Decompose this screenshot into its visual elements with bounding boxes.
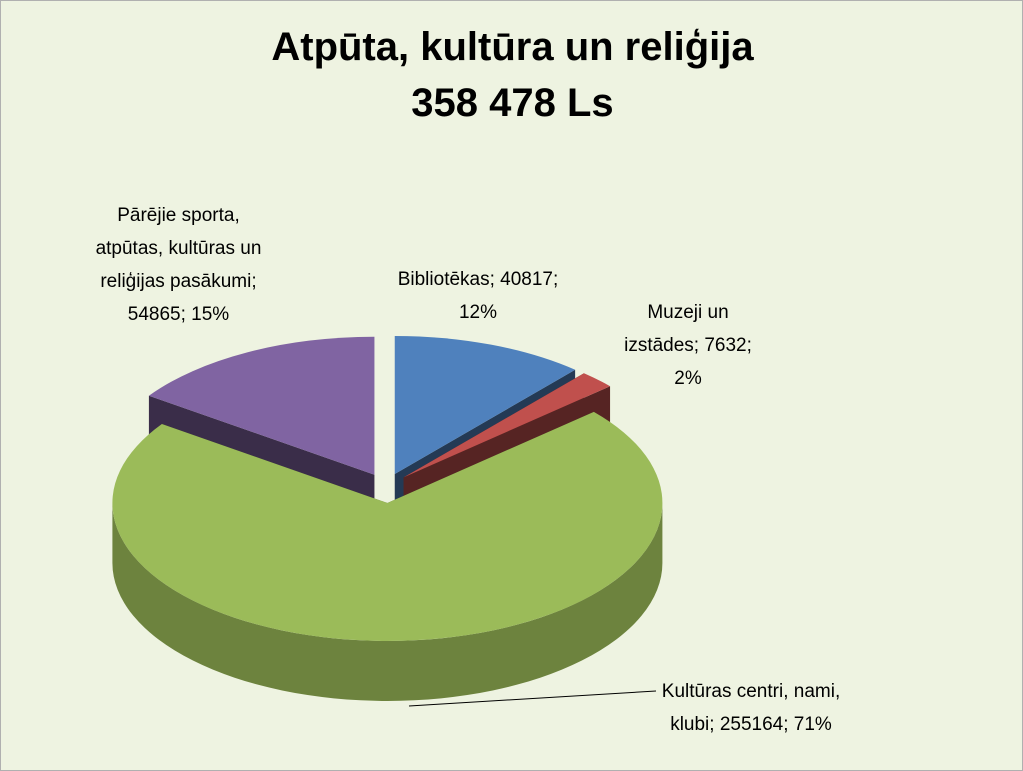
data-label: Bibliotēkas; 40817; 12% (397, 269, 559, 323)
slice (148, 336, 375, 475)
leader-line (408, 690, 657, 707)
slice (112, 411, 663, 641)
slice (394, 335, 576, 474)
chart-subtitle: 358 478 Ls (411, 81, 614, 125)
data-label: Muzeji un izstādes; 7632; 2% (624, 302, 752, 389)
slice-side (112, 502, 663, 701)
data-label: Kultūras centri, nami, klubi; 255164; 71… (661, 681, 841, 735)
chart-title: Atpūta, kultūra un reliģija (271, 25, 754, 69)
slice (403, 373, 611, 478)
data-label: Pārējie sporta, atpūtas, kultūras un rel… (95, 205, 262, 325)
